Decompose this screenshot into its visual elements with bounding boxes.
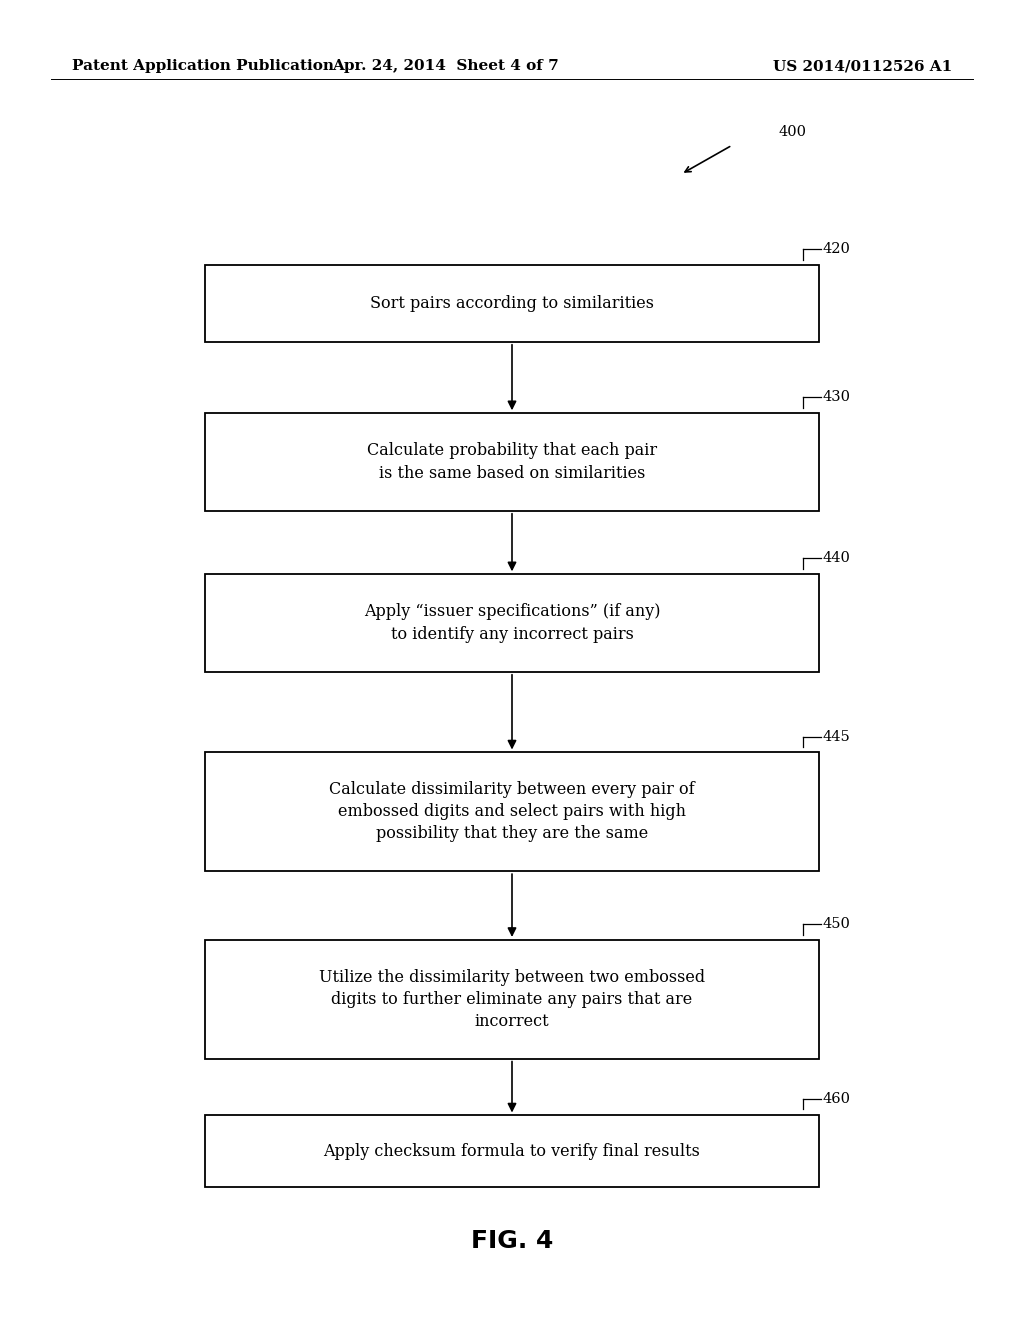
- Text: 430: 430: [822, 391, 850, 404]
- Text: Calculate dissimilarity between every pair of
embossed digits and select pairs w: Calculate dissimilarity between every pa…: [329, 781, 695, 842]
- Text: Apply checksum formula to verify final results: Apply checksum formula to verify final r…: [324, 1143, 700, 1159]
- Text: 400: 400: [778, 124, 806, 139]
- Text: Sort pairs according to similarities: Sort pairs according to similarities: [370, 296, 654, 312]
- Text: 420: 420: [822, 243, 850, 256]
- Text: Utilize the dissimilarity between two embossed
digits to further eliminate any p: Utilize the dissimilarity between two em…: [318, 969, 706, 1030]
- Bar: [205, 752, 819, 871]
- Bar: [205, 265, 819, 342]
- Bar: [205, 940, 819, 1059]
- Bar: [205, 1114, 819, 1188]
- Text: Apr. 24, 2014  Sheet 4 of 7: Apr. 24, 2014 Sheet 4 of 7: [332, 59, 559, 74]
- Text: US 2014/0112526 A1: US 2014/0112526 A1: [773, 59, 952, 74]
- Text: 460: 460: [822, 1092, 850, 1106]
- Bar: [205, 574, 819, 672]
- Text: Patent Application Publication: Patent Application Publication: [72, 59, 334, 74]
- Text: Apply “issuer specifications” (if any)
to identify any incorrect pairs: Apply “issuer specifications” (if any) t…: [364, 603, 660, 643]
- Text: FIG. 4: FIG. 4: [471, 1229, 553, 1253]
- Bar: [205, 413, 819, 511]
- Text: 440: 440: [822, 552, 850, 565]
- Text: 450: 450: [822, 917, 850, 931]
- Text: Calculate probability that each pair
is the same based on similarities: Calculate probability that each pair is …: [367, 442, 657, 482]
- Text: 445: 445: [822, 730, 850, 743]
